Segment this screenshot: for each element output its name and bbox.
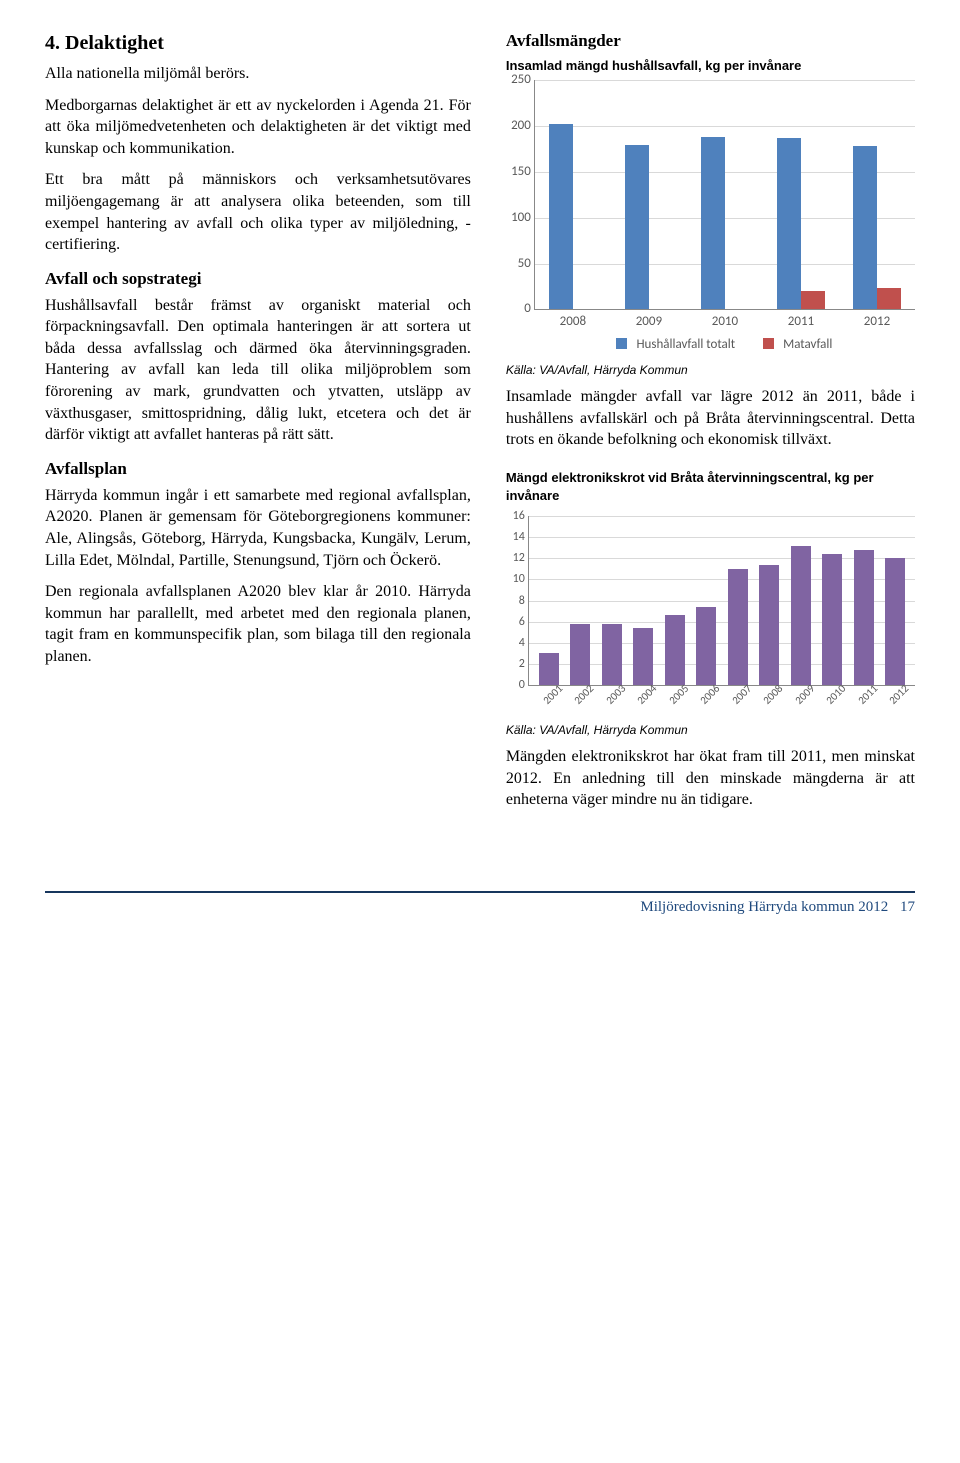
- chart1-source: Källa: VA/Avfall, Härryda Kommun: [506, 362, 915, 378]
- two-column-layout: 4. Delaktighet Alla nationella miljömål …: [45, 30, 915, 821]
- section-heading: 4. Delaktighet: [45, 30, 471, 57]
- chart2-title: Mängd elektronikskrot vid Bråta återvinn…: [506, 469, 915, 504]
- bar-elektronikskrot: [539, 653, 559, 685]
- paragraph: Hushållsavfall består främst av organisk…: [45, 295, 471, 446]
- subheading-avfallsmangder: Avfallsmängder: [506, 30, 915, 53]
- left-column: 4. Delaktighet Alla nationella miljömål …: [45, 30, 471, 821]
- bar-elektronikskrot: [759, 565, 779, 685]
- bar-elektronikskrot: [791, 546, 811, 685]
- paragraph: Medborgarnas delaktighet är ett av nycke…: [45, 95, 471, 160]
- footer-text: Miljöredovisning Härryda kommun 2012: [640, 899, 888, 915]
- bar-hushallavfall: [625, 145, 649, 310]
- chart1: 05010015020025020082009201020112012: [534, 80, 915, 310]
- paragraph: Den regionala avfallsplanen A2020 blev k…: [45, 581, 471, 667]
- chart2-container: 0246810121416200120022003200420052006200…: [506, 516, 915, 686]
- paragraph: Insamlade mängder avfall var lägre 2012 …: [506, 386, 915, 451]
- bar-elektronikskrot: [665, 615, 685, 685]
- bar-hushallavfall: [853, 146, 877, 310]
- page-number: 17: [900, 899, 915, 915]
- legend-label: Matavfall: [783, 337, 832, 352]
- bar-elektronikskrot: [854, 550, 874, 685]
- legend-swatch-icon: [763, 338, 774, 349]
- bar-hushallavfall: [701, 137, 725, 309]
- legend-item-matavfall: Matavfall: [763, 336, 832, 354]
- paragraph: Alla nationella miljömål berörs.: [45, 63, 471, 85]
- chart1-container: 05010015020025020082009201020112012 Hush…: [506, 80, 915, 354]
- subheading-avfallsplan: Avfallsplan: [45, 458, 471, 481]
- paragraph: Härryda kommun ingår i ett samarbete med…: [45, 485, 471, 571]
- chart1-title: Insamlad mängd hushållsavfall, kg per in…: [506, 57, 915, 75]
- bar-elektronikskrot: [602, 624, 622, 685]
- chart2-source: Källa: VA/Avfall, Härryda Kommun: [506, 722, 915, 738]
- page-footer: Miljöredovisning Härryda kommun 2012 17: [45, 891, 915, 917]
- bar-elektronikskrot: [633, 628, 653, 685]
- legend-label: Hushållavfall totalt: [636, 337, 735, 352]
- bar-elektronikskrot: [570, 624, 590, 685]
- right-column: Avfallsmängder Insamlad mängd hushållsav…: [506, 30, 915, 821]
- bar-hushallavfall: [777, 138, 801, 309]
- bar-elektronikskrot: [696, 607, 716, 685]
- paragraph: Mängden elektronikskrot har ökat fram ti…: [506, 746, 915, 811]
- chart2: 0246810121416200120022003200420052006200…: [528, 516, 915, 686]
- legend-swatch-icon: [616, 338, 627, 349]
- legend-item-hushallavfall: Hushållavfall totalt: [616, 336, 735, 354]
- bar-matavfall: [801, 291, 825, 309]
- bar-elektronikskrot: [885, 558, 905, 685]
- bar-hushallavfall: [549, 124, 573, 310]
- subheading-avfall-sopstrategi: Avfall och sopstrategi: [45, 268, 471, 291]
- bar-elektronikskrot: [822, 554, 842, 685]
- paragraph: Ett bra mått på människors och verksam­h…: [45, 169, 471, 255]
- chart1-legend: Hushållavfall totalt Matavfall: [534, 336, 915, 354]
- bar-matavfall: [877, 288, 901, 309]
- bar-elektronikskrot: [728, 569, 748, 685]
